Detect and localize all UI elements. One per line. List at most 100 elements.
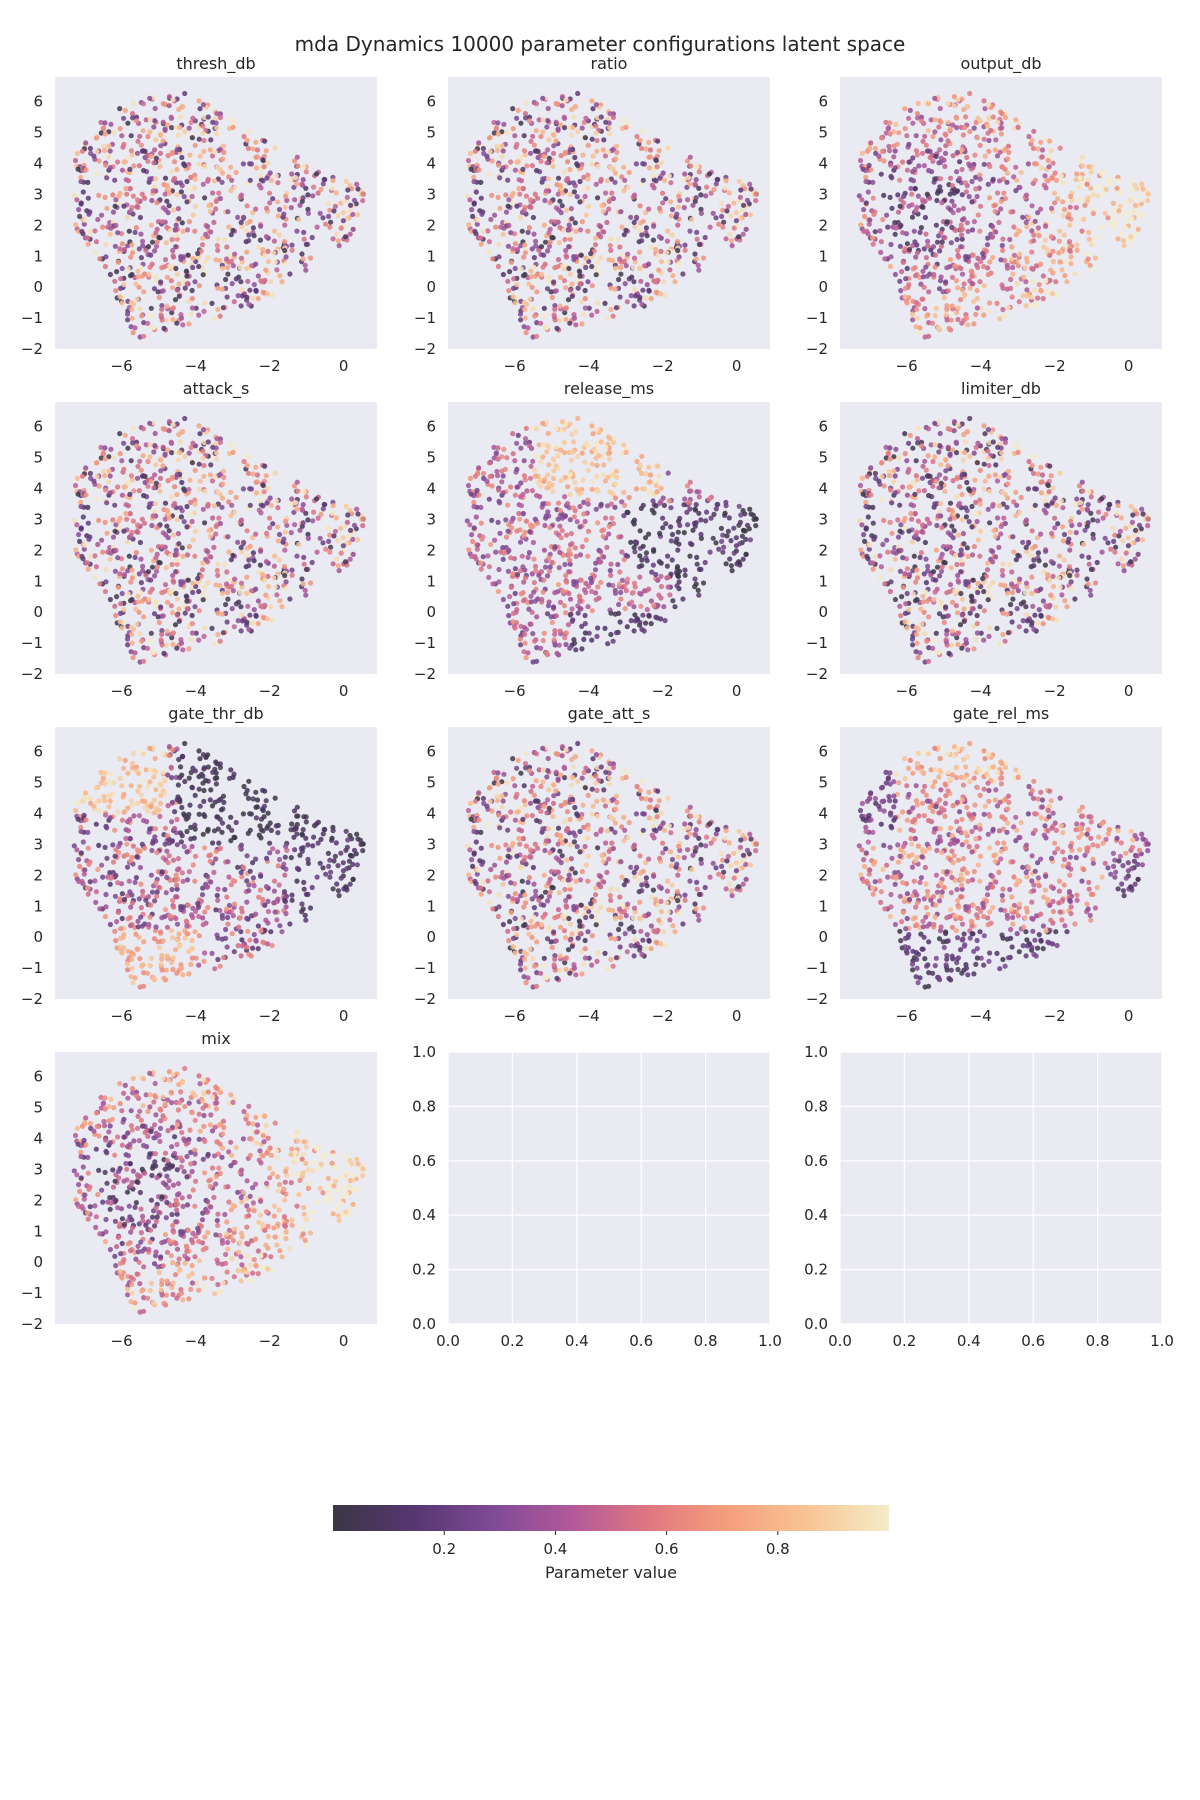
data-point xyxy=(165,210,171,216)
data-point xyxy=(921,163,928,169)
data-point xyxy=(531,467,537,473)
data-point xyxy=(884,212,890,218)
data-point xyxy=(1079,181,1085,187)
data-point xyxy=(512,241,519,247)
data-point xyxy=(522,567,528,573)
data-point xyxy=(153,243,160,249)
data-point xyxy=(321,176,327,183)
data-point xyxy=(880,216,886,223)
data-point xyxy=(595,259,601,265)
data-point xyxy=(202,584,208,590)
data-point xyxy=(228,117,234,123)
data-point xyxy=(250,210,256,216)
data-point xyxy=(1030,603,1036,609)
data-point xyxy=(915,518,922,524)
data-point xyxy=(878,564,885,570)
data-point xyxy=(609,515,615,521)
data-point xyxy=(913,254,919,260)
data-point xyxy=(164,198,170,204)
data-point xyxy=(255,621,261,627)
data-point xyxy=(127,491,133,497)
data-point xyxy=(625,251,631,257)
data-point xyxy=(95,541,101,548)
data-point xyxy=(944,219,950,225)
data-point xyxy=(1004,170,1011,176)
data-point xyxy=(179,545,185,551)
data-point xyxy=(1112,549,1118,555)
data-point xyxy=(607,111,613,117)
data-point xyxy=(480,470,486,477)
data-point xyxy=(281,564,288,570)
data-point xyxy=(974,193,980,200)
data-point xyxy=(971,125,977,131)
data-point xyxy=(1139,181,1145,187)
data-point xyxy=(628,293,634,299)
data-point xyxy=(646,261,652,267)
data-point xyxy=(521,299,527,306)
data-point xyxy=(613,468,620,474)
data-point xyxy=(1088,169,1094,175)
data-point xyxy=(478,566,484,572)
data-point xyxy=(233,169,239,176)
data-point xyxy=(147,420,153,426)
data-point xyxy=(892,148,898,154)
data-point xyxy=(344,194,350,200)
data-point xyxy=(200,455,206,461)
y-tick-label: −1 xyxy=(21,634,43,652)
data-point xyxy=(192,553,198,559)
data-point xyxy=(1004,590,1011,596)
data-point xyxy=(909,191,915,197)
data-point xyxy=(716,546,722,552)
data-point xyxy=(108,121,114,127)
data-point xyxy=(965,254,972,260)
data-point xyxy=(1067,222,1073,228)
data-point xyxy=(153,137,159,143)
data-point xyxy=(561,439,567,445)
data-point xyxy=(265,248,271,254)
data-point xyxy=(512,167,519,173)
data-point xyxy=(296,216,302,223)
data-point xyxy=(148,222,154,228)
data-point xyxy=(182,128,188,135)
data-point xyxy=(634,458,640,465)
data-point xyxy=(192,501,198,507)
data-point xyxy=(202,259,208,265)
data-point xyxy=(320,540,326,546)
data-point xyxy=(900,484,906,490)
data-point xyxy=(563,422,569,428)
data-point xyxy=(566,227,572,233)
data-point xyxy=(951,103,957,109)
data-point xyxy=(564,254,570,260)
data-point xyxy=(909,214,916,220)
data-point xyxy=(651,185,657,191)
data-point xyxy=(303,185,309,191)
data-point xyxy=(857,482,864,489)
data-point xyxy=(205,549,211,555)
data-point xyxy=(173,227,179,233)
data-point xyxy=(129,242,135,248)
data-point xyxy=(573,428,579,434)
data-point xyxy=(189,296,195,302)
data-point xyxy=(1111,213,1117,219)
data-point xyxy=(867,217,873,223)
data-point xyxy=(1067,204,1073,210)
data-point xyxy=(1007,561,1013,568)
data-point xyxy=(655,252,661,258)
data-point xyxy=(512,300,518,306)
data-point xyxy=(542,239,549,245)
data-point xyxy=(628,214,634,220)
y-tick-label: 4 xyxy=(426,480,436,498)
data-point xyxy=(1060,199,1066,205)
data-point xyxy=(668,199,674,205)
data-point xyxy=(546,155,552,161)
data-point xyxy=(538,133,544,140)
data-point xyxy=(244,294,250,300)
data-point xyxy=(275,524,281,530)
data-point xyxy=(618,534,624,540)
data-point xyxy=(195,250,201,257)
data-point xyxy=(205,234,211,240)
data-point xyxy=(1006,149,1012,155)
data-point xyxy=(258,278,264,284)
data-point xyxy=(75,166,81,172)
data-point xyxy=(172,159,178,165)
